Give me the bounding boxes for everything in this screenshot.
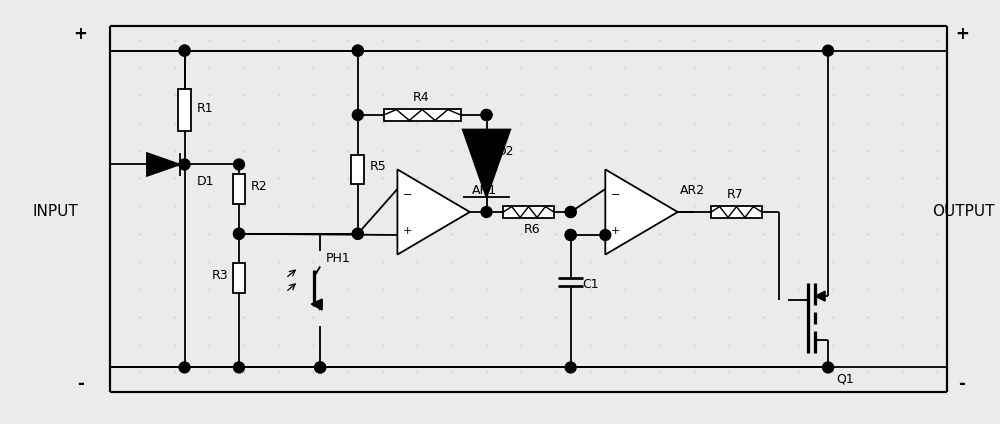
Polygon shape xyxy=(311,299,322,310)
Text: AR2: AR2 xyxy=(680,184,705,197)
Circle shape xyxy=(179,45,190,56)
Text: D2: D2 xyxy=(496,145,514,158)
Text: $+$: $+$ xyxy=(402,225,412,236)
Circle shape xyxy=(234,362,244,373)
Text: R2: R2 xyxy=(251,180,268,193)
Circle shape xyxy=(481,109,492,120)
Bar xyxy=(178,89,191,131)
Bar xyxy=(233,174,245,204)
Bar xyxy=(351,155,364,184)
Circle shape xyxy=(565,229,576,240)
Circle shape xyxy=(823,45,834,56)
Circle shape xyxy=(600,229,611,240)
Text: -: - xyxy=(958,375,965,393)
Circle shape xyxy=(352,229,363,239)
Text: Q1: Q1 xyxy=(836,373,854,386)
Circle shape xyxy=(179,362,190,373)
Circle shape xyxy=(823,362,834,373)
Polygon shape xyxy=(463,129,510,198)
Text: OUTPUT: OUTPUT xyxy=(932,204,995,220)
Text: +: + xyxy=(955,25,969,43)
Text: -: - xyxy=(77,375,84,393)
Circle shape xyxy=(352,45,363,56)
Circle shape xyxy=(352,109,363,120)
Circle shape xyxy=(481,109,492,120)
Text: R3: R3 xyxy=(211,269,228,282)
Text: $-$: $-$ xyxy=(402,188,412,198)
Text: R5: R5 xyxy=(370,160,386,173)
Circle shape xyxy=(234,229,244,239)
Text: R7: R7 xyxy=(727,188,743,201)
Polygon shape xyxy=(147,153,180,176)
Text: R6: R6 xyxy=(524,223,540,236)
Text: R4: R4 xyxy=(412,91,429,103)
Circle shape xyxy=(315,362,326,373)
Text: $-$: $-$ xyxy=(610,188,620,198)
Text: +: + xyxy=(74,25,88,43)
Bar xyxy=(233,263,245,293)
Circle shape xyxy=(565,229,576,240)
Polygon shape xyxy=(397,170,470,254)
Text: PH1: PH1 xyxy=(326,252,351,265)
Circle shape xyxy=(565,206,576,218)
Polygon shape xyxy=(815,291,825,301)
Circle shape xyxy=(481,206,492,218)
Text: C1: C1 xyxy=(583,278,599,291)
Circle shape xyxy=(352,45,363,56)
Circle shape xyxy=(565,362,576,373)
Circle shape xyxy=(234,229,244,239)
Bar xyxy=(711,206,762,218)
Circle shape xyxy=(234,159,244,170)
Polygon shape xyxy=(605,170,678,254)
Circle shape xyxy=(315,362,326,373)
Text: $+$: $+$ xyxy=(610,225,620,236)
Circle shape xyxy=(179,159,190,170)
Text: D1: D1 xyxy=(196,175,214,188)
Text: R1: R1 xyxy=(196,101,213,114)
Circle shape xyxy=(352,229,363,239)
Circle shape xyxy=(179,45,190,56)
Circle shape xyxy=(565,206,576,218)
Bar xyxy=(503,206,554,218)
Text: INPUT: INPUT xyxy=(33,204,79,220)
Bar xyxy=(384,109,461,121)
Text: AR1: AR1 xyxy=(472,184,497,197)
